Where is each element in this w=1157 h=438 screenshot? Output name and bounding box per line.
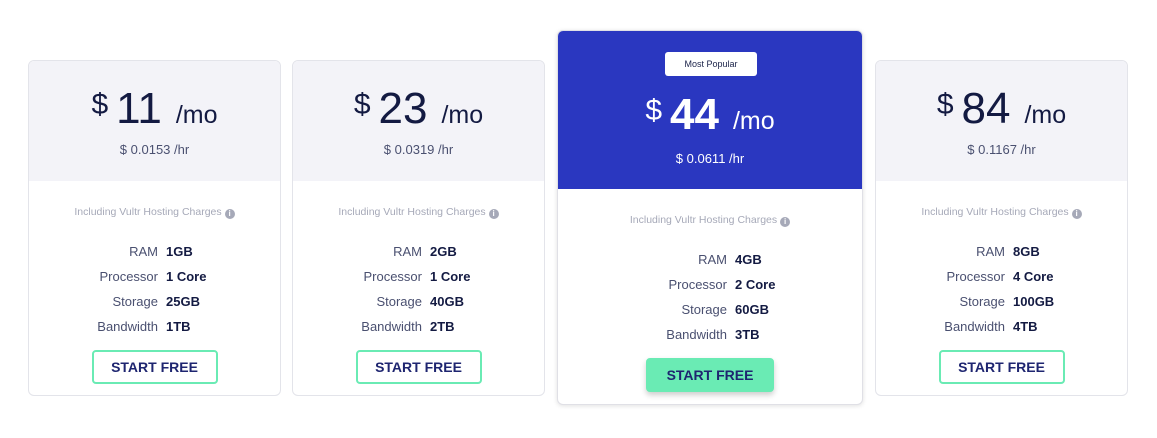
hosting-note-text: Including Vultr Hosting Charges	[921, 206, 1069, 218]
spec-list: RAM 8GB Processor 4 Core Storage 100GB Bandwid…	[876, 239, 1127, 339]
spec-value: 25GB	[166, 294, 200, 309]
spec-label: Bandwidth	[361, 319, 422, 334]
spec-label: RAM	[393, 244, 422, 259]
start-free-button[interactable]: START FREE	[91, 350, 218, 384]
spec-label: Storage	[681, 302, 727, 317]
hosting-note: Including Vultr Hosting Charges i	[29, 206, 280, 219]
currency-symbol: $	[936, 88, 954, 121]
hourly-price: $ 0.0611 /hr	[675, 151, 745, 166]
spec-row: Storage 25GB	[29, 289, 280, 314]
currency-symbol: $	[91, 88, 109, 121]
start-free-button[interactable]: START FREE	[355, 350, 482, 384]
spec-value: 1 Core	[430, 269, 471, 284]
info-circle-icon[interactable]: i	[488, 209, 499, 219]
spec-label: Bandwidth	[97, 319, 158, 334]
spec-row: Storage 100GB	[876, 289, 1127, 314]
spec-value: 1 Core	[166, 269, 207, 284]
spec-value: 4TB	[1013, 319, 1038, 334]
spec-row: Processor 1 Core	[293, 264, 544, 289]
price-period: /mo	[175, 101, 218, 129]
spec-value: 4 Core	[1013, 269, 1054, 284]
spec-label: Storage	[376, 294, 422, 309]
price-period: /mo	[441, 101, 484, 129]
currency-symbol: $	[353, 88, 371, 121]
price-header: $23/mo $ 0.0319 /hr	[293, 61, 544, 181]
info-circle-icon[interactable]: i	[224, 209, 235, 219]
spec-row: Bandwidth 4TB	[876, 314, 1127, 339]
spec-row: Processor 1 Core	[29, 264, 280, 289]
price-amount: 44	[670, 90, 719, 139]
spec-value: 8GB	[1013, 244, 1040, 259]
spec-value: 2TB	[430, 319, 455, 334]
pricing-card-84: $84/mo $ 0.1167 /hr Including Vultr Host…	[875, 60, 1128, 396]
spec-value: 40GB	[430, 294, 464, 309]
spec-row: Storage 40GB	[293, 289, 544, 314]
hosting-note: Including Vultr Hosting Charges i	[876, 206, 1127, 219]
spec-row: Storage 60GB	[558, 297, 862, 322]
currency-symbol: $	[645, 94, 663, 127]
most-popular-badge: Most Popular	[665, 52, 757, 76]
monthly-price: $11/mo	[29, 85, 280, 133]
start-free-button[interactable]: START FREE	[938, 350, 1065, 384]
pricing-card-11: $11/mo $ 0.0153 /hr Including Vultr Host…	[28, 60, 281, 396]
hourly-price: $ 0.0153 /hr	[119, 142, 190, 157]
hosting-note-text: Including Vultr Hosting Charges	[74, 206, 222, 218]
hosting-note-text: Including Vultr Hosting Charges	[629, 214, 778, 226]
spec-row: RAM 4GB	[558, 247, 862, 272]
spec-value: 1GB	[166, 244, 193, 259]
price-amount: 23	[378, 84, 428, 133]
monthly-price: $44/mo	[558, 91, 862, 139]
spec-value: 2GB	[430, 244, 457, 259]
info-circle-icon[interactable]: i	[1071, 209, 1082, 219]
spec-row: Bandwidth 1TB	[29, 314, 280, 339]
hourly-price: $ 0.1167 /hr	[967, 142, 1036, 157]
hosting-note: Including Vultr Hosting Charges i	[558, 214, 862, 227]
price-header: $11/mo $ 0.0153 /hr	[29, 61, 280, 181]
spec-value: 1TB	[166, 319, 191, 334]
spec-row: Processor 2 Core	[558, 272, 862, 297]
price-amount: 11	[116, 84, 162, 133]
monthly-price: $84/mo	[876, 85, 1127, 133]
spec-row: Bandwidth 3TB	[558, 322, 862, 347]
spec-label: RAM	[976, 244, 1005, 259]
spec-label: Processor	[946, 269, 1005, 284]
spec-label: Storage	[959, 294, 1005, 309]
spec-label: Bandwidth	[666, 327, 727, 342]
spec-row: Processor 4 Core	[876, 264, 1127, 289]
price-header: $84/mo $ 0.1167 /hr	[876, 61, 1127, 181]
spec-label: Processor	[363, 269, 422, 284]
spec-label: Processor	[99, 269, 158, 284]
price-period: /mo	[1024, 101, 1067, 129]
spec-row: RAM 8GB	[876, 239, 1127, 264]
spec-row: RAM 1GB	[29, 239, 280, 264]
hosting-note-text: Including Vultr Hosting Charges	[338, 206, 486, 218]
price-amount: 84	[961, 84, 1011, 133]
spec-label: RAM	[129, 244, 158, 259]
pricing-card-23: $23/mo $ 0.0319 /hr Including Vultr Host…	[292, 60, 545, 396]
hosting-note: Including Vultr Hosting Charges i	[293, 206, 544, 219]
price-period: /mo	[732, 107, 775, 135]
hourly-price: $ 0.0319 /hr	[383, 142, 454, 157]
spec-value: 3TB	[735, 327, 760, 342]
spec-row: Bandwidth 2TB	[293, 314, 544, 339]
start-free-button[interactable]: START FREE	[646, 358, 774, 392]
spec-label: RAM	[698, 252, 727, 267]
pricing-card-44: Most Popular $44/mo $ 0.0611 /hr Includi…	[557, 30, 863, 405]
price-header: Most Popular $44/mo $ 0.0611 /hr	[558, 31, 862, 189]
spec-list: RAM 1GB Processor 1 Core Storage 25GB Bandwidt…	[29, 239, 280, 339]
spec-value: 100GB	[1013, 294, 1055, 309]
spec-label: Bandwidth	[944, 319, 1005, 334]
spec-value: 4GB	[735, 252, 762, 267]
info-circle-icon[interactable]: i	[780, 217, 791, 227]
spec-list: RAM 2GB Processor 1 Core Storage 40GB Bandwidt…	[293, 239, 544, 339]
spec-list: RAM 4GB Processor 2 Core Storage 60GB Bandwidt…	[558, 247, 862, 347]
spec-value: 60GB	[735, 302, 769, 317]
spec-label: Storage	[112, 294, 158, 309]
monthly-price: $23/mo	[293, 85, 544, 133]
spec-value: 2 Core	[735, 277, 776, 292]
spec-label: Processor	[668, 277, 727, 292]
spec-row: RAM 2GB	[293, 239, 544, 264]
